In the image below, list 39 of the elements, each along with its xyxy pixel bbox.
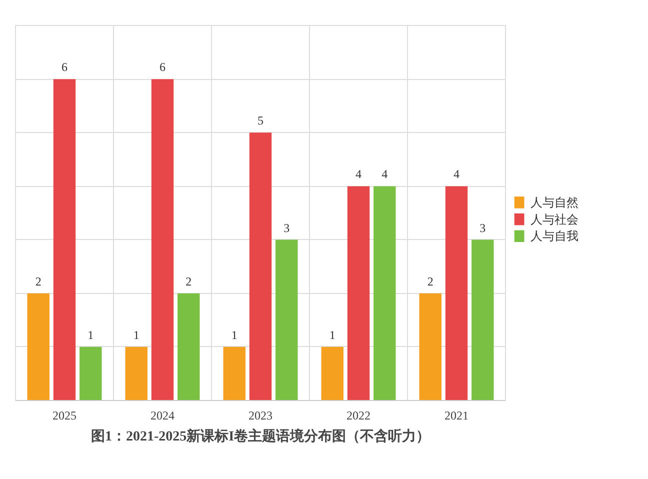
data-label: 3	[284, 220, 290, 235]
bar	[53, 79, 76, 400]
data-label: 1	[88, 328, 94, 342]
bar	[419, 293, 442, 400]
x-tick-label: 2022	[346, 408, 370, 422]
data-label: 1	[231, 328, 238, 342]
bar	[249, 132, 272, 400]
x-tick-label: 2025	[52, 408, 76, 422]
data-label: 4	[454, 167, 460, 182]
data-label: 2	[427, 274, 434, 288]
data-label: 2	[35, 274, 42, 288]
bar	[276, 240, 298, 400]
bar	[125, 346, 148, 400]
data-label: 6	[160, 60, 166, 74]
bar	[321, 346, 344, 400]
bar	[374, 186, 396, 400]
legend-label: 人与自然	[530, 195, 578, 210]
x-tick-label: 2021	[444, 408, 468, 422]
bar	[178, 293, 200, 400]
x-tick-label: 2024	[150, 408, 174, 422]
data-label: 1	[329, 328, 336, 342]
bar	[472, 240, 494, 400]
x-tick-label: 2023	[248, 408, 272, 422]
legend-label: 人与自我	[530, 229, 578, 244]
data-label: 6	[62, 60, 68, 74]
bar	[80, 346, 102, 400]
bar	[27, 293, 50, 400]
data-label: 4	[382, 167, 388, 182]
bar	[151, 79, 174, 400]
data-label: 5	[258, 114, 264, 128]
text: 图1：2021-2025新课标I卷主题语境分布图（不含听力）	[90, 428, 430, 444]
data-label: 1	[133, 328, 140, 342]
data-label: 3	[480, 220, 486, 235]
data-label: 4	[356, 167, 362, 182]
bar	[223, 346, 246, 400]
legend-label: 人与社会	[530, 212, 578, 226]
bar	[445, 186, 468, 400]
bar	[347, 186, 370, 400]
data-label: 2	[186, 274, 192, 288]
